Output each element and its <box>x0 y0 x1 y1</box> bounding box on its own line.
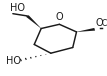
Polygon shape <box>77 28 95 32</box>
Text: CH₃: CH₃ <box>102 19 107 28</box>
Text: O: O <box>55 12 63 22</box>
Text: O: O <box>96 18 103 28</box>
Polygon shape <box>26 15 41 29</box>
Text: HO: HO <box>10 3 25 13</box>
Text: HO: HO <box>6 56 21 66</box>
